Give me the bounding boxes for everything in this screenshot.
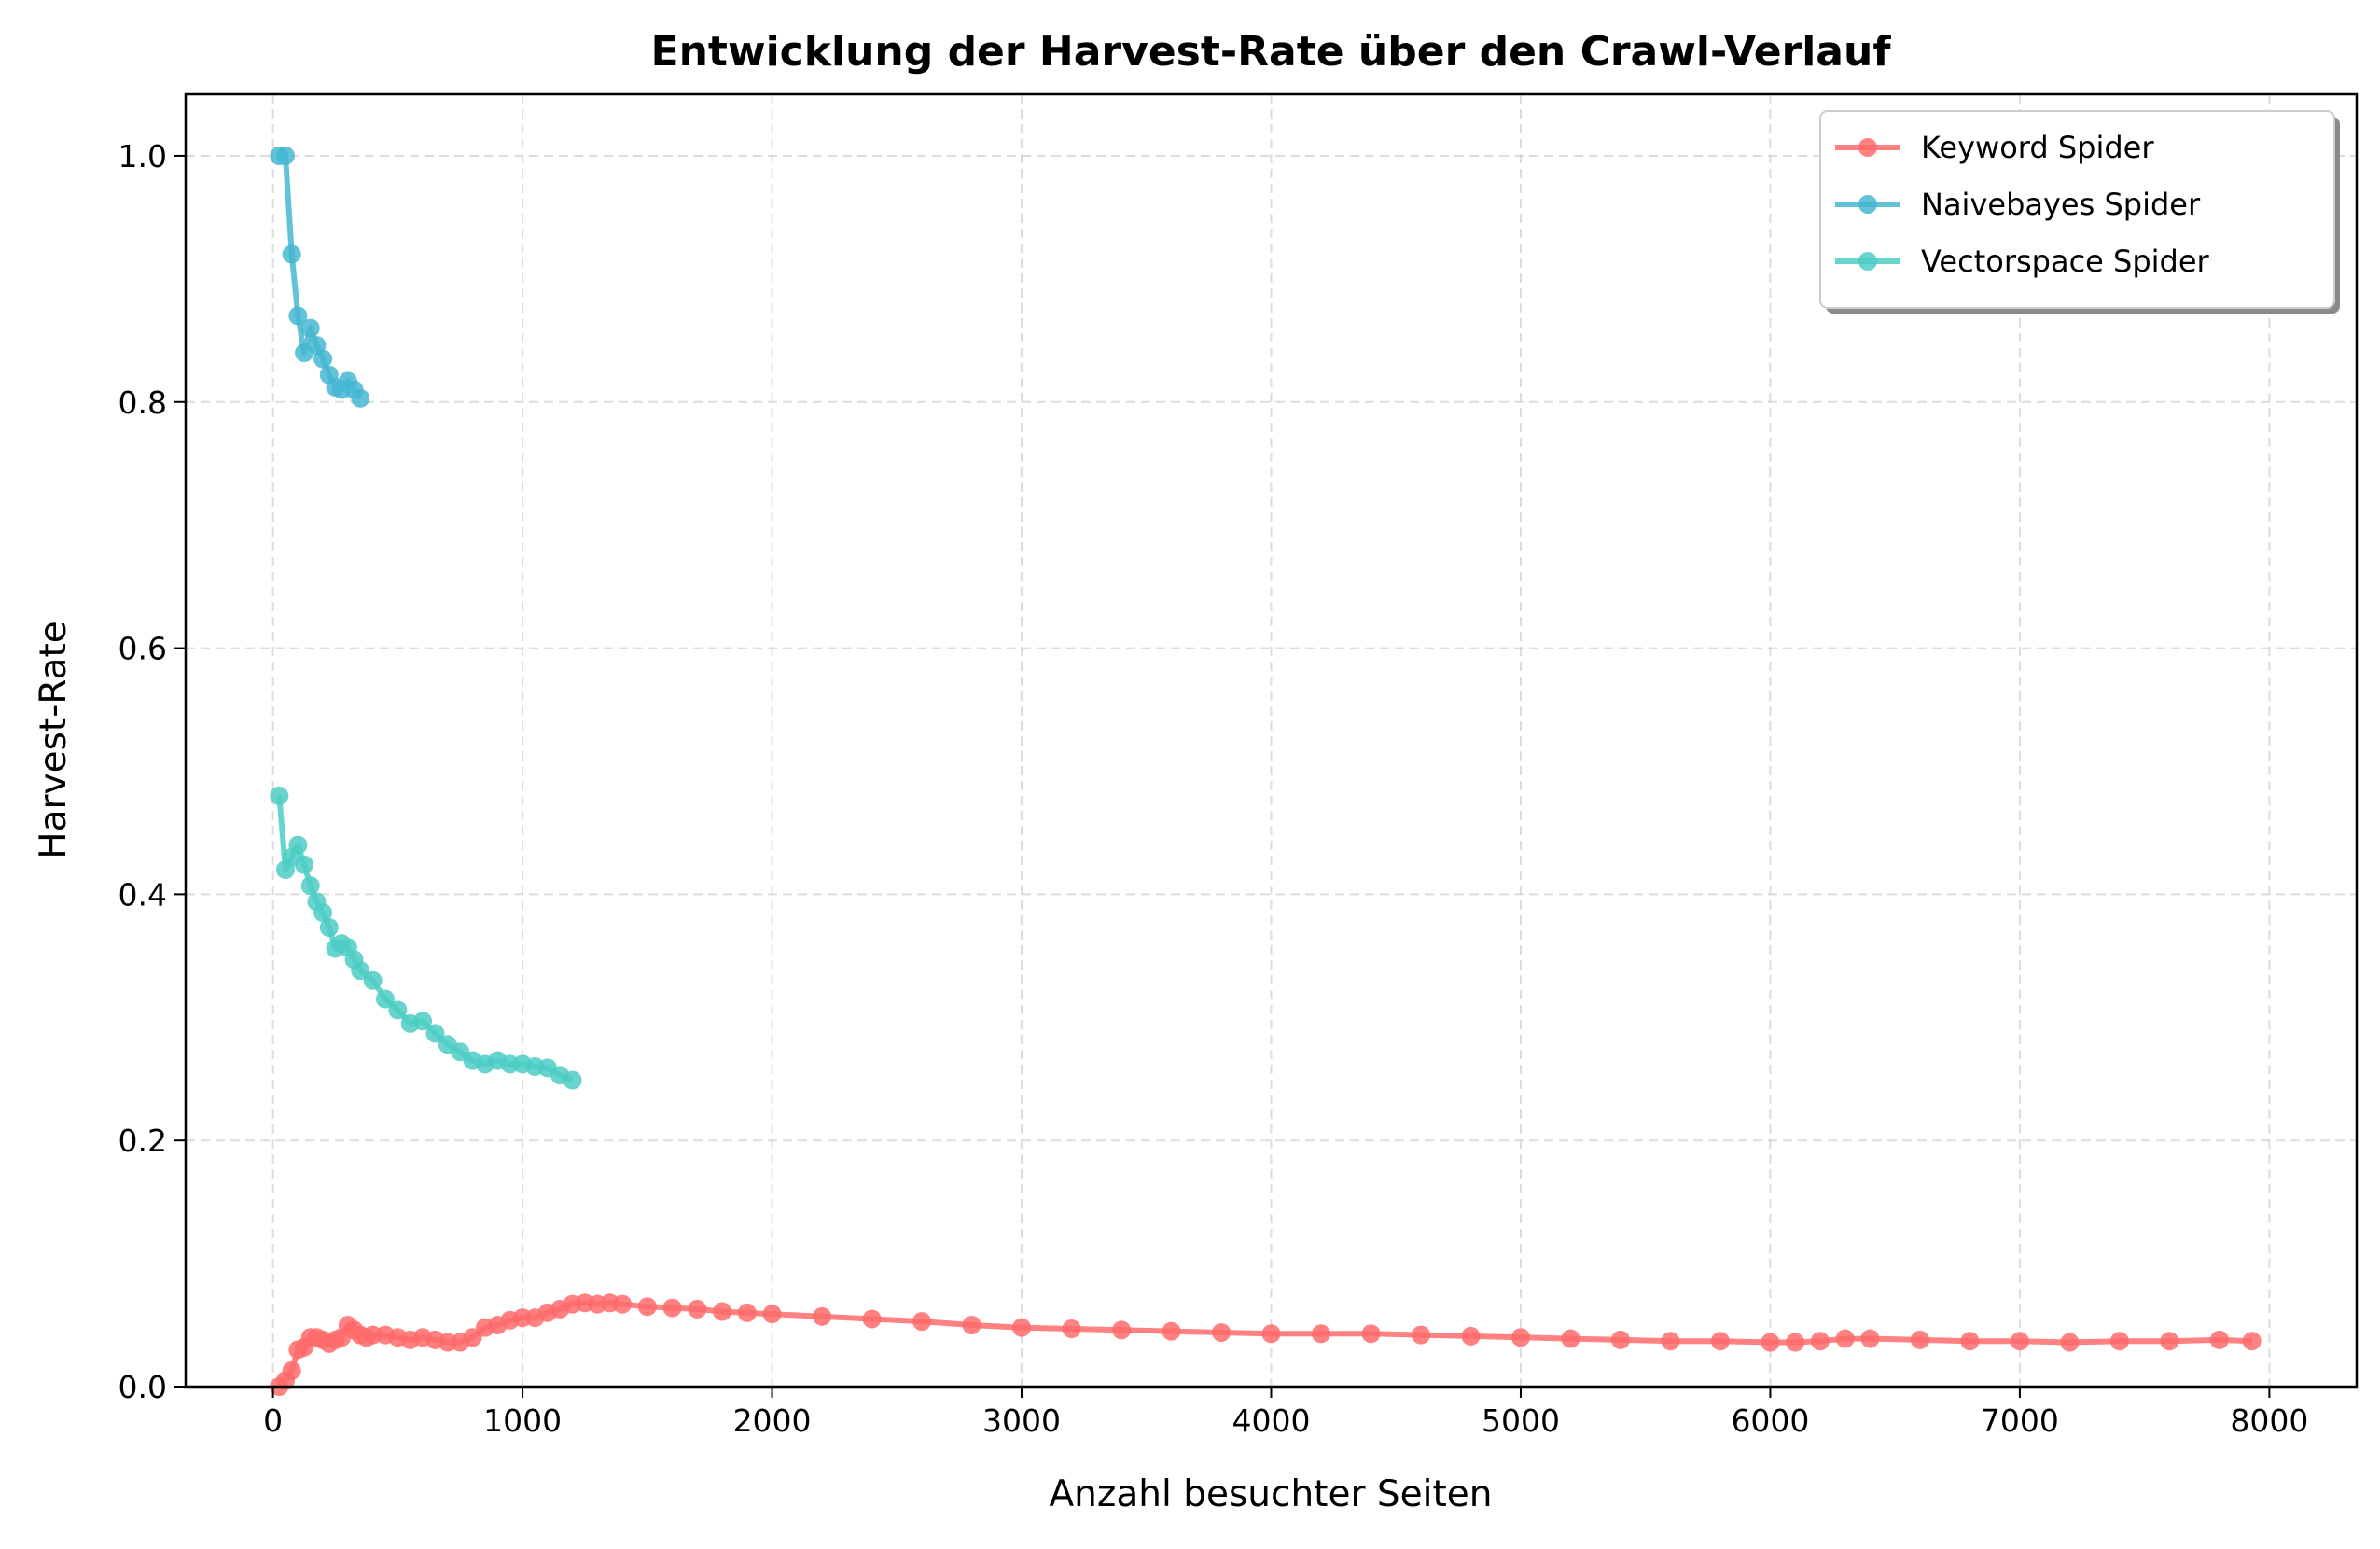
y-tick-label: 0.4 — [118, 876, 167, 913]
data-point — [1610, 1330, 1630, 1349]
x-axis-label: Anzahl besuchter Seiten — [1050, 1473, 1493, 1515]
data-point — [288, 835, 308, 855]
y-tick-label: 0.8 — [118, 384, 167, 421]
tick-layer: 0 1000 2000 3000 4000 5000 6000 7000 8000 0.0 0.2 0… — [118, 138, 2309, 1439]
legend-marker — [1858, 138, 1877, 157]
series-keyword-spider — [270, 1293, 2262, 1396]
data-point — [313, 349, 333, 369]
data-point — [2109, 1332, 2129, 1351]
data-point — [1311, 1324, 1330, 1344]
data-point — [1361, 1324, 1381, 1344]
data-point — [613, 1294, 633, 1314]
data-point — [737, 1303, 757, 1322]
series-vectorspace-spider — [270, 786, 582, 1090]
data-point — [295, 855, 314, 874]
data-point — [282, 1361, 301, 1380]
data-point — [1960, 1332, 1980, 1351]
x-tick-label: 4000 — [1232, 1402, 1311, 1439]
data-point — [388, 1000, 408, 1020]
x-tick-label: 6000 — [1731, 1402, 1809, 1439]
data-point — [962, 1316, 981, 1335]
legend-label: Keyword Spider — [1921, 130, 2154, 165]
legend: Keyword Spider Naivebayes Spider Vectorspa… — [1819, 110, 2340, 314]
data-point — [375, 989, 395, 1009]
y-tick-label: 1.0 — [118, 138, 167, 174]
data-point — [813, 1306, 832, 1326]
data-point — [1661, 1332, 1680, 1351]
data-point — [1062, 1319, 1081, 1339]
x-tick-label: 2000 — [733, 1402, 812, 1439]
data-point — [2060, 1333, 2080, 1352]
data-point — [1461, 1326, 1481, 1346]
data-point — [1261, 1324, 1281, 1344]
data-point — [637, 1297, 657, 1317]
legend-box — [1819, 110, 2335, 309]
data-point — [270, 786, 289, 805]
data-point — [1510, 1328, 1530, 1347]
y-tick-label: 0.6 — [118, 631, 167, 667]
y-tick-label: 0.0 — [118, 1369, 167, 1405]
legend-label: Vectorspace Spider — [1921, 244, 2210, 279]
x-tick-label: 5000 — [1482, 1402, 1560, 1439]
data-point — [688, 1299, 707, 1319]
data-point — [463, 1328, 482, 1347]
series-naivebayes-spider — [270, 146, 370, 408]
x-tick-label: 8000 — [2230, 1402, 2308, 1439]
data-point — [300, 876, 320, 896]
data-point — [1910, 1330, 1929, 1349]
data-point — [2242, 1332, 2262, 1351]
data-point — [1012, 1318, 1032, 1337]
data-point — [1761, 1333, 1780, 1352]
data-point — [2209, 1330, 2229, 1349]
series-layer — [270, 146, 2262, 1396]
data-point — [425, 1024, 445, 1043]
data-point — [288, 306, 308, 326]
x-tick-label: 3000 — [982, 1402, 1061, 1439]
data-point — [713, 1302, 732, 1321]
data-point — [313, 903, 333, 923]
data-point — [275, 146, 295, 165]
data-point — [2160, 1332, 2179, 1351]
legend-label: Naivebayes Spider — [1921, 187, 2201, 222]
data-point — [912, 1312, 932, 1332]
data-point — [1810, 1332, 1830, 1351]
x-tick-label: 1000 — [483, 1402, 562, 1439]
data-point — [862, 1309, 882, 1329]
data-point — [319, 917, 339, 937]
data-point — [2010, 1332, 2029, 1351]
data-point — [1212, 1322, 1232, 1342]
y-axis-label: Harvest-Rate — [33, 621, 75, 858]
data-point — [662, 1298, 682, 1318]
data-point — [282, 244, 301, 264]
x-tick-label: 0 — [263, 1402, 283, 1439]
data-point — [351, 961, 370, 981]
data-point — [1710, 1332, 1730, 1351]
data-point — [1112, 1320, 1132, 1340]
data-point — [1162, 1321, 1181, 1341]
data-point — [351, 388, 370, 408]
legend-marker — [1858, 195, 1877, 214]
chart-title: Entwicklung der Harvest-Rate über den Cr… — [651, 28, 1892, 76]
data-point — [1860, 1329, 1880, 1348]
data-point — [300, 318, 320, 338]
data-point — [1561, 1329, 1580, 1348]
data-point — [762, 1305, 782, 1324]
y-tick-label: 0.2 — [118, 1123, 167, 1159]
x-tick-label: 7000 — [1981, 1402, 2059, 1439]
data-point — [413, 1012, 433, 1031]
data-point — [1786, 1333, 1805, 1352]
data-point — [1835, 1329, 1855, 1348]
data-point — [563, 1070, 582, 1090]
data-point — [1411, 1325, 1430, 1345]
data-point — [363, 970, 383, 990]
legend-marker — [1858, 252, 1877, 271]
